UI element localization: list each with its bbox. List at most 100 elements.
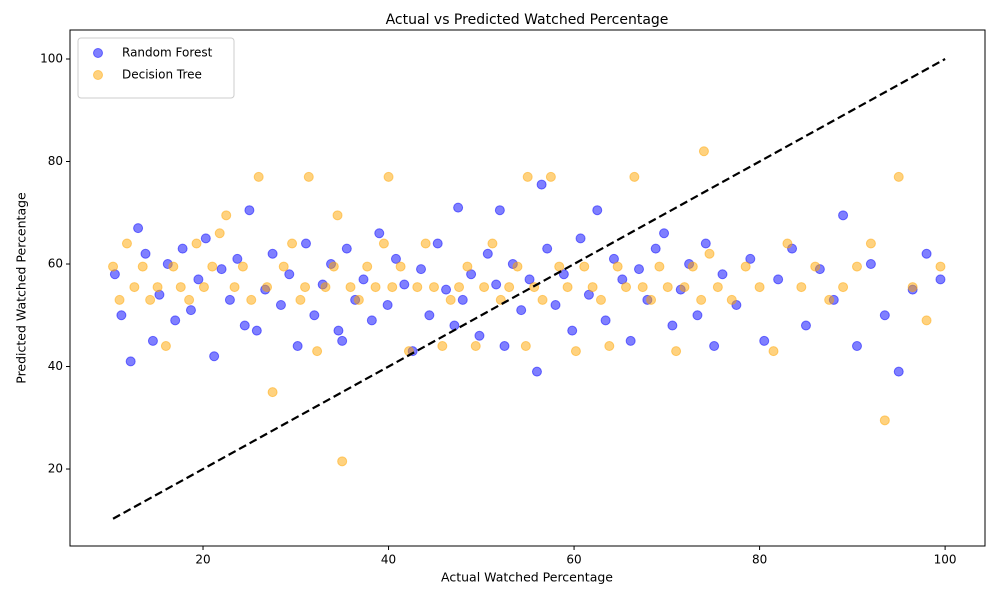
point [479, 282, 490, 293]
point [865, 259, 876, 270]
point [214, 228, 225, 239]
point [504, 282, 515, 293]
point [879, 310, 890, 321]
point [679, 282, 690, 293]
x-tick-label: 40 [381, 553, 396, 567]
point [332, 210, 343, 221]
point [193, 274, 204, 285]
point [671, 346, 682, 357]
point [704, 248, 715, 259]
point [312, 346, 323, 357]
point [207, 261, 218, 272]
point [650, 243, 661, 254]
point [416, 264, 427, 275]
point [625, 335, 636, 346]
point [114, 294, 125, 305]
point [239, 320, 250, 331]
point [262, 282, 273, 293]
point [745, 253, 756, 264]
point [726, 294, 737, 305]
point [337, 335, 348, 346]
point [295, 294, 306, 305]
point [129, 282, 140, 293]
y-tick-label: 20 [48, 462, 63, 476]
legend-box [77, 37, 235, 99]
point [531, 366, 542, 377]
point [587, 282, 598, 293]
point [667, 320, 678, 331]
point [244, 205, 255, 216]
point [108, 261, 119, 272]
point [251, 325, 262, 336]
point [374, 228, 385, 239]
point [824, 294, 835, 305]
point [637, 282, 648, 293]
point [278, 261, 289, 272]
point [345, 282, 356, 293]
point [200, 233, 211, 244]
point [520, 341, 531, 352]
point [147, 335, 158, 346]
point [160, 341, 171, 352]
point [754, 282, 765, 293]
point [851, 341, 862, 352]
point [184, 294, 195, 305]
point [542, 243, 553, 254]
point [621, 282, 632, 293]
x-tick-label: 100 [934, 553, 957, 567]
point [284, 269, 295, 280]
point [662, 282, 673, 293]
point [612, 261, 623, 272]
point [629, 171, 640, 182]
point [216, 264, 227, 275]
x-tick-label: 60 [566, 553, 581, 567]
point [437, 341, 448, 352]
point [550, 300, 561, 311]
point [796, 282, 807, 293]
point [604, 341, 615, 352]
point [659, 228, 670, 239]
point [287, 238, 298, 249]
point [536, 179, 547, 190]
point [470, 341, 481, 352]
point [383, 171, 394, 182]
point [177, 243, 188, 254]
point [717, 269, 728, 280]
point [494, 205, 505, 216]
x-tick-label: 80 [752, 553, 767, 567]
point [893, 366, 904, 377]
point [768, 346, 779, 357]
point [698, 146, 709, 157]
point [221, 210, 232, 221]
point [267, 248, 278, 259]
point [428, 282, 439, 293]
y-axis-label: Predicted Watched Percentage [14, 192, 29, 384]
point [168, 261, 179, 272]
point [567, 325, 578, 336]
x-tick-label: 20 [195, 553, 210, 567]
point [516, 305, 527, 316]
y-tick-label: 60 [48, 257, 63, 271]
point [246, 294, 257, 305]
point [879, 415, 890, 426]
point [512, 261, 523, 272]
point [399, 279, 410, 290]
point [522, 171, 533, 182]
point [457, 294, 468, 305]
point [185, 305, 196, 316]
point [412, 282, 423, 293]
plot-area [108, 146, 946, 467]
point [782, 238, 793, 249]
point [300, 238, 311, 249]
point [935, 274, 946, 285]
legend-label: Decision Tree [122, 68, 202, 82]
point [687, 261, 698, 272]
point [740, 261, 751, 272]
point [595, 294, 606, 305]
point [454, 282, 465, 293]
axes-frame [69, 29, 986, 547]
point [232, 253, 243, 264]
point [810, 261, 821, 272]
point [600, 315, 611, 326]
